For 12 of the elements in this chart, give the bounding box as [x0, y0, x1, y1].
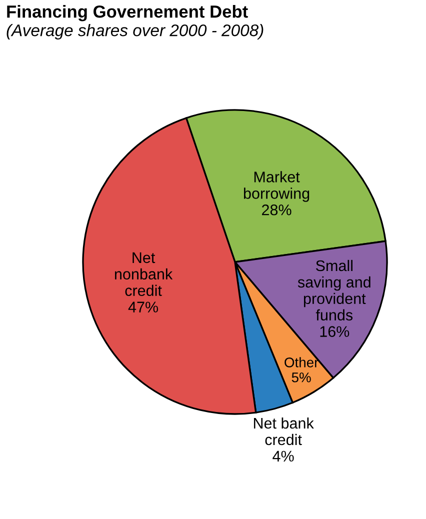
chart-subtitle: (Average shares over 2000 - 2008)	[6, 24, 264, 40]
data-label: 4%	[272, 450, 294, 462]
slice-label: Small saving and provident funds	[298, 260, 370, 321]
data-label: 28%	[262, 204, 292, 216]
slice-label: Net nonbank credit	[114, 252, 173, 296]
chart-title: Financing Governement Debt	[7, 5, 248, 22]
slice-label: Other	[284, 357, 318, 368]
data-label: 47%	[128, 302, 158, 312]
slice-label: Market borrowing	[244, 171, 310, 202]
data-label: 16%	[320, 326, 350, 337]
slice-label: Net bank credit	[254, 417, 314, 446]
data-label: 5%	[292, 372, 311, 382]
